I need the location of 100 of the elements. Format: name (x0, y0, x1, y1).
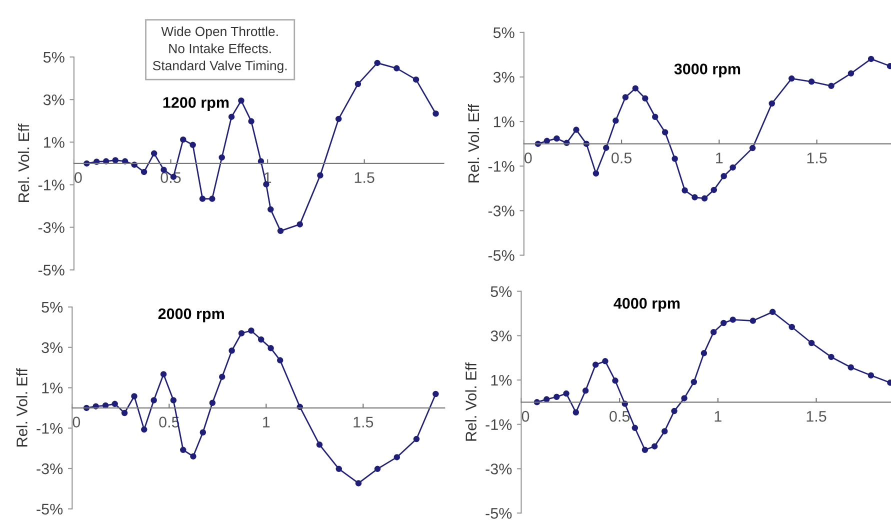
point (710, 328, 717, 336)
y-tick-label: 3% (43, 94, 64, 106)
text: 3000 rpm (674, 64, 740, 78)
point (131, 393, 138, 400)
y-tick-label: 5% (490, 286, 512, 297)
point (374, 60, 380, 66)
y-tick-label: 1% (42, 382, 63, 394)
x-tick-label: 1 (716, 152, 723, 164)
point (622, 94, 629, 100)
y-tick-label: 1% (494, 116, 514, 128)
point (582, 388, 589, 394)
y-axis-title: Rel. Vol. Eff (465, 362, 476, 441)
point (218, 154, 225, 161)
x-tick-label: 0 (74, 172, 82, 183)
y-tick-label: -3% (36, 463, 63, 474)
x-tick-label: 0.5 (610, 410, 630, 422)
x-tick-label: 1.5 (354, 416, 374, 428)
point (563, 390, 570, 397)
point (671, 408, 678, 414)
y-tick-label: 3% (42, 342, 63, 354)
point (190, 453, 196, 460)
point (102, 402, 109, 409)
point (868, 56, 874, 62)
point (750, 318, 756, 324)
point (828, 354, 834, 360)
point (769, 308, 776, 316)
point (190, 142, 196, 148)
point (543, 396, 550, 402)
chart-title: 4000 rpm (614, 298, 680, 312)
point (199, 196, 206, 202)
point (268, 206, 274, 213)
point (573, 126, 580, 133)
point (354, 80, 362, 88)
point (209, 400, 216, 406)
point (672, 156, 678, 162)
point (200, 429, 206, 436)
point (808, 340, 815, 346)
point (180, 136, 186, 143)
point (651, 443, 658, 450)
x-tick-label: 1 (714, 411, 722, 422)
point (602, 144, 610, 151)
point (690, 378, 698, 386)
point (238, 98, 244, 104)
y-tick-label: 3% (493, 72, 514, 83)
y-tick-label: -3% (486, 464, 512, 474)
point (749, 144, 756, 152)
y-tick-label: -3% (488, 206, 514, 216)
y-tick-label: -5% (486, 508, 512, 519)
point (642, 95, 648, 102)
point (700, 350, 708, 356)
x-tick-label: 0 (524, 152, 532, 164)
point (808, 78, 815, 85)
y-tick-label: -3% (38, 222, 64, 233)
point (662, 129, 668, 136)
point (432, 110, 439, 117)
point (248, 118, 254, 124)
point (730, 164, 736, 171)
point (661, 428, 668, 434)
point (112, 157, 119, 164)
point (768, 100, 776, 107)
x-tick-label: 0 (522, 410, 530, 422)
point (612, 378, 618, 384)
point (788, 75, 795, 82)
x-tick-label: 0 (72, 416, 80, 428)
point (554, 135, 560, 142)
point (642, 446, 648, 453)
point (720, 320, 727, 326)
y-tick-label: 1% (44, 137, 64, 148)
y-tick-label: -1% (36, 423, 63, 434)
y-tick-label: -1% (486, 419, 512, 430)
point (170, 397, 177, 404)
point (140, 168, 148, 176)
x-tick-label: 1.5 (806, 411, 826, 422)
point (248, 327, 254, 334)
point (572, 409, 580, 416)
point (413, 436, 420, 442)
point (150, 397, 157, 404)
point (701, 195, 708, 202)
y-tick-label: 5% (493, 27, 514, 38)
point (592, 170, 600, 177)
x-tick-label: 1.5 (807, 152, 827, 164)
point (317, 172, 324, 178)
y-tick-label: 1% (491, 374, 512, 386)
point (180, 446, 186, 454)
y-tick-label: -5% (488, 250, 514, 261)
x-tick-label: 1 (263, 416, 270, 428)
y-tick-label: 3% (490, 330, 512, 342)
point (374, 466, 381, 472)
point (730, 316, 736, 323)
point (112, 400, 118, 408)
text: 1200 rpm (163, 97, 229, 111)
point (848, 70, 854, 77)
point (681, 395, 688, 402)
point (632, 424, 638, 432)
point (316, 442, 323, 448)
point (238, 330, 245, 336)
point (652, 114, 658, 120)
y-tick-label: 5% (43, 52, 64, 63)
point (868, 372, 874, 378)
point (682, 187, 688, 194)
